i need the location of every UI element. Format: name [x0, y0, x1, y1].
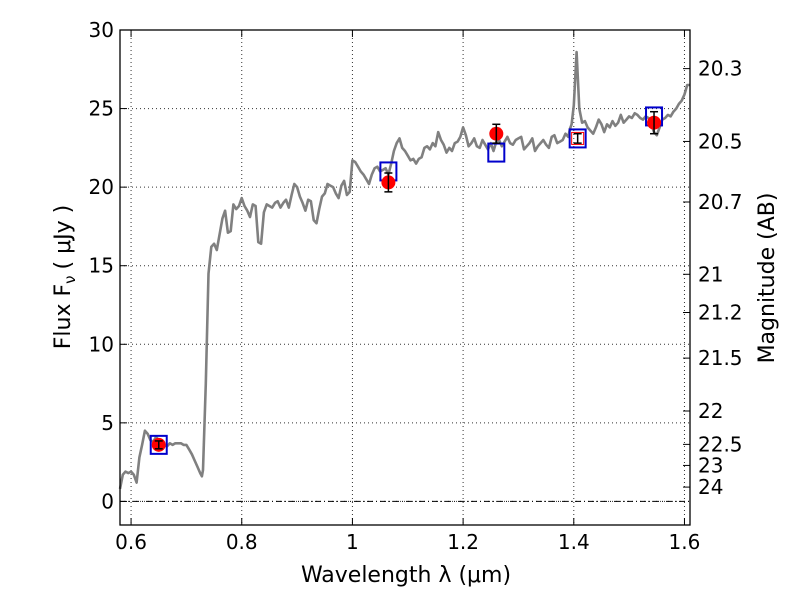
plot-frame [119, 29, 691, 526]
x-tick-label: 1 [346, 530, 359, 554]
y-tick-label: 30 [89, 18, 114, 42]
magnitude-tick-label: 21.2 [698, 301, 743, 325]
ticks-layer [120, 29, 690, 525]
magnitude-tick-label: 20.5 [698, 129, 743, 153]
x-axis-label: Wavelength λ (μm) [301, 563, 511, 588]
y-tick-label: 10 [89, 332, 114, 356]
model-photometry-point [149, 434, 168, 455]
svg-text:Flux Fν( μJy ): Flux Fν ( μJy ) [51, 205, 79, 349]
magnitude-tick-label: 21 [698, 262, 723, 286]
model-photometry-point [568, 128, 587, 149]
y-axis-label-main: Flux F [51, 284, 76, 349]
y-tick-label: 0 [101, 489, 114, 513]
magnitude-tick-label: 23 [698, 453, 723, 477]
x-tick-label: 1.2 [447, 530, 479, 554]
magnitude-axis-label: Magnitude (AB) [755, 193, 780, 364]
magnitude-tick-label: 20.3 [698, 57, 743, 81]
x-tick-label: 1.4 [558, 530, 590, 554]
y-tick-label: 25 [89, 97, 114, 121]
observed-point [571, 131, 585, 145]
magnitude-tick-label: 22.5 [698, 432, 743, 456]
x-tick-label: 1.6 [669, 530, 701, 554]
y-tick-labels: 0 5 10 15 20 25 30 [89, 18, 114, 513]
magnitude-tick-label: 20.7 [698, 190, 743, 214]
y-axis-label-subscript: ν [61, 275, 79, 283]
observed-photometry-layer [151, 110, 662, 452]
magnitude-tick-label: 22 [698, 399, 723, 423]
magnitude-tick-label: 21.5 [698, 346, 743, 370]
magnitude-tick-label: 24 [698, 475, 723, 499]
y-axis-label-unit: ( μJy ) [51, 205, 76, 270]
x-tick-label: 0.8 [226, 530, 258, 554]
model-photometry-layer [149, 106, 664, 455]
x-tick-label: 0.6 [115, 530, 147, 554]
spectrum-line [118, 50, 690, 490]
y-tick-label: 20 [89, 175, 114, 199]
x-tick-labels: 0.6 0.8 1 1.2 1.4 1.6 [115, 530, 700, 554]
y-axis-label: Flux Fν ( μJy ) [51, 205, 79, 349]
spectrum-layer [118, 50, 690, 490]
y-tick-label: 5 [101, 411, 114, 435]
grid-layer [120, 29, 690, 525]
y-tick-label: 15 [89, 254, 114, 278]
